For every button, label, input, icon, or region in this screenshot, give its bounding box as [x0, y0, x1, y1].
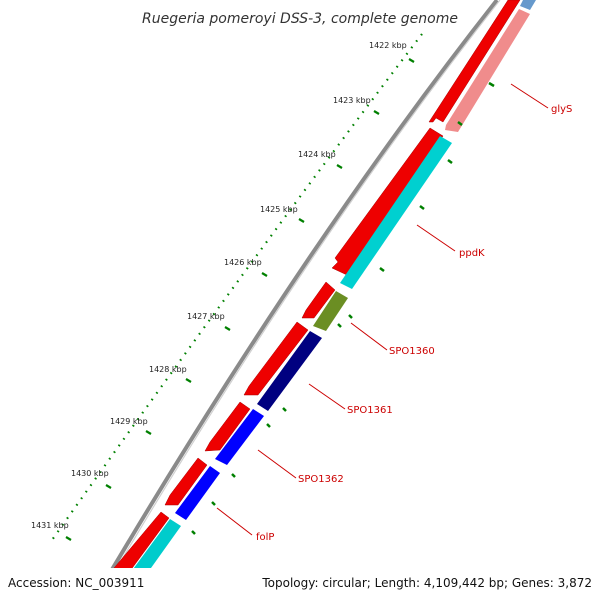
- forward-gene: [428, 0, 521, 123]
- gene-block-steelblue: [520, 0, 536, 10]
- genome-backbone: [92, 0, 499, 600]
- gene-labels: glyS ppdK SPO1360 SPO1361 SPO1362 folP: [256, 104, 572, 543]
- callout-glyS: [510, 83, 549, 109]
- forward-gene: [301, 281, 336, 319]
- map-title: Ruegeria pomeroyi DSS-3, complete genome: [142, 11, 458, 27]
- callout-SPO1361: [308, 383, 346, 410]
- gene-label-ppdK: ppdK: [459, 248, 485, 259]
- gene-label-SPO1360: SPO1360: [389, 346, 435, 357]
- kbp-labels: 1422 kbp 1423 kbp 1424 kbp 1425 kbp 1426…: [31, 41, 407, 530]
- gene-block-SPO1362: [215, 409, 264, 465]
- footer-background: [0, 568, 600, 600]
- kbp-ticks: [65, 58, 415, 541]
- callout-folP: [216, 507, 253, 536]
- kbp-label: 1426 kbp: [224, 258, 262, 267]
- kbp-label: 1428 kbp: [149, 365, 187, 374]
- gene-label-glyS: glyS: [551, 104, 572, 115]
- gene-block-glyS: [445, 9, 530, 132]
- topology-summary: Topology: circular; Length: 4,109,442 bp…: [261, 576, 592, 590]
- gene-label-SPO1362: SPO1362: [298, 474, 344, 485]
- forward-strand-genes: [95, 0, 521, 600]
- gene-label-SPO1361: SPO1361: [347, 405, 393, 416]
- kbp-label: 1425 kbp: [260, 205, 298, 214]
- gene-block-SPO1361: [257, 331, 322, 411]
- backbone-highlight: [97, 0, 501, 600]
- gene-block-cyan-lower: [128, 519, 181, 582]
- forward-gene: [164, 457, 208, 506]
- gene-block-ppdK: [340, 136, 452, 289]
- forward-gene: [243, 321, 309, 396]
- kbp-label: 1431 kbp: [31, 521, 69, 530]
- callout-ppdK: [416, 224, 456, 252]
- callout-SPO1360: [350, 322, 388, 351]
- kbp-label: 1422 kbp: [369, 41, 407, 50]
- gene-label-folP: folP: [256, 532, 274, 543]
- callout-SPO1362: [257, 449, 297, 479]
- gene-callouts: [216, 83, 549, 536]
- gene-block-folP: [175, 466, 220, 520]
- kbp-label: 1423 kbp: [333, 96, 371, 105]
- gene-block-SPO1360: [313, 291, 348, 331]
- kbp-label: 1424 kbp: [298, 150, 336, 159]
- kbp-label: 1427 kbp: [187, 312, 225, 321]
- kbp-label: 1429 kbp: [110, 417, 148, 426]
- gc-skew-track: [51, 33, 423, 541]
- accession-text: Accession: NC_003911: [8, 576, 144, 590]
- kbp-label: 1430 kbp: [71, 469, 109, 478]
- forward-gene: [204, 401, 251, 452]
